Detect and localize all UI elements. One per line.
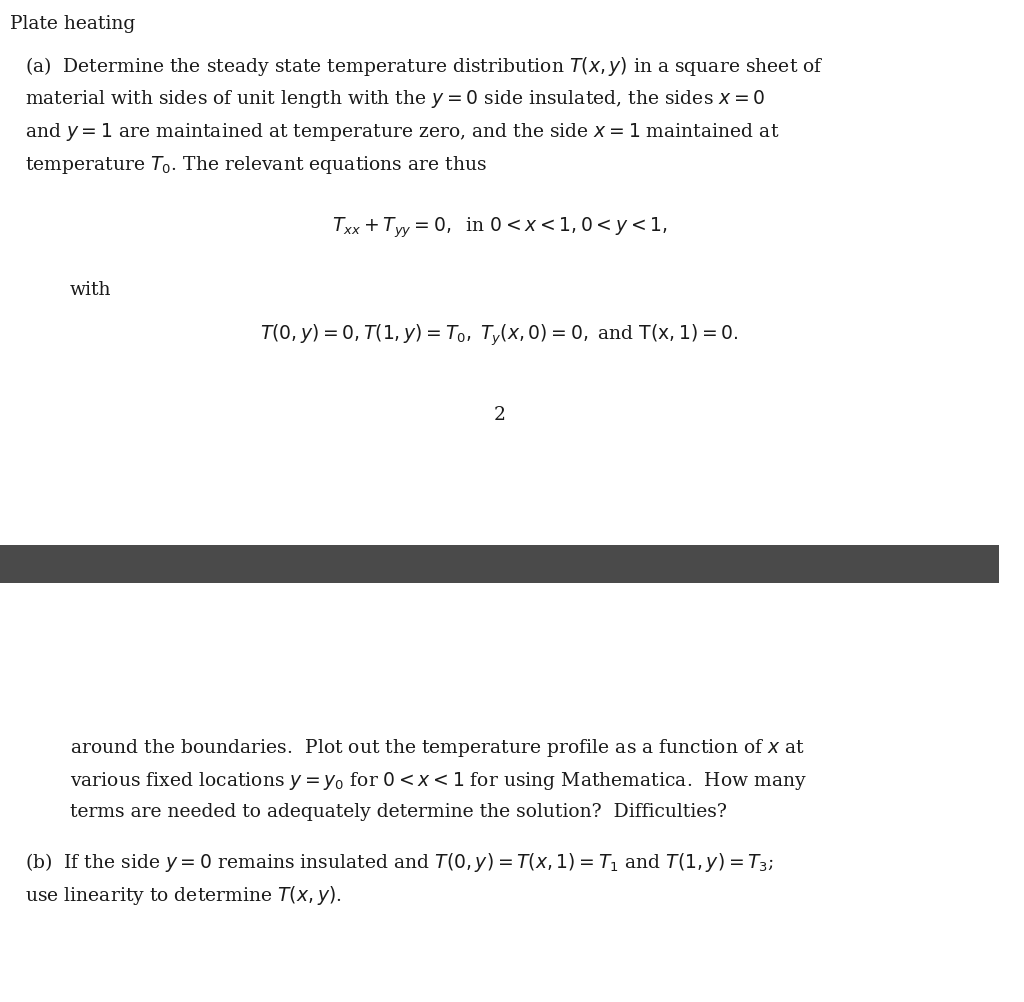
Text: 2: 2 <box>494 406 506 424</box>
Text: temperature $T_0$. The relevant equations are thus: temperature $T_0$. The relevant equation… <box>25 154 487 176</box>
Text: various fixed locations $y = y_0$ for $0 < x < 1$ for using Mathematica.  How ma: various fixed locations $y = y_0$ for $0… <box>70 770 807 792</box>
Text: $T_{xx} + T_{yy} = 0,\;$ in $0 < x < 1, 0 < y < 1,$: $T_{xx} + T_{yy} = 0,\;$ in $0 < x < 1, … <box>332 215 668 239</box>
Text: terms are needed to adequately determine the solution?  Difficulties?: terms are needed to adequately determine… <box>70 803 727 821</box>
Text: Plate heating: Plate heating <box>10 15 135 33</box>
Text: (a)  Determine the steady state temperature distribution $T(x, y)$ in a square s: (a) Determine the steady state temperatu… <box>25 55 824 78</box>
FancyBboxPatch shape <box>0 545 998 583</box>
Text: and $y = 1$ are maintained at temperature zero, and the side $x = 1$ maintained : and $y = 1$ are maintained at temperatur… <box>25 121 779 143</box>
Text: use linearity to determine $T(x, y)$.: use linearity to determine $T(x, y)$. <box>25 883 342 906</box>
Text: $T(0, y) = 0, T(1, y) = T_0, \; T_y(x, 0) = 0,$ and $\mathrm{T(x, 1) = 0.}$: $T(0, y) = 0, T(1, y) = T_0, \; T_y(x, 0… <box>260 323 738 348</box>
Text: material with sides of unit length with the $y = 0$ side insulated, the sides $x: material with sides of unit length with … <box>25 88 765 110</box>
Text: around the boundaries.  Plot out the temperature profile as a function of $x$ at: around the boundaries. Plot out the temp… <box>70 736 805 759</box>
Text: with: with <box>70 281 112 299</box>
Text: (b)  If the side $y = 0$ remains insulated and $T(0, y) = T(x, 1) = T_1$ and $T(: (b) If the side $y = 0$ remains insulate… <box>25 850 774 873</box>
